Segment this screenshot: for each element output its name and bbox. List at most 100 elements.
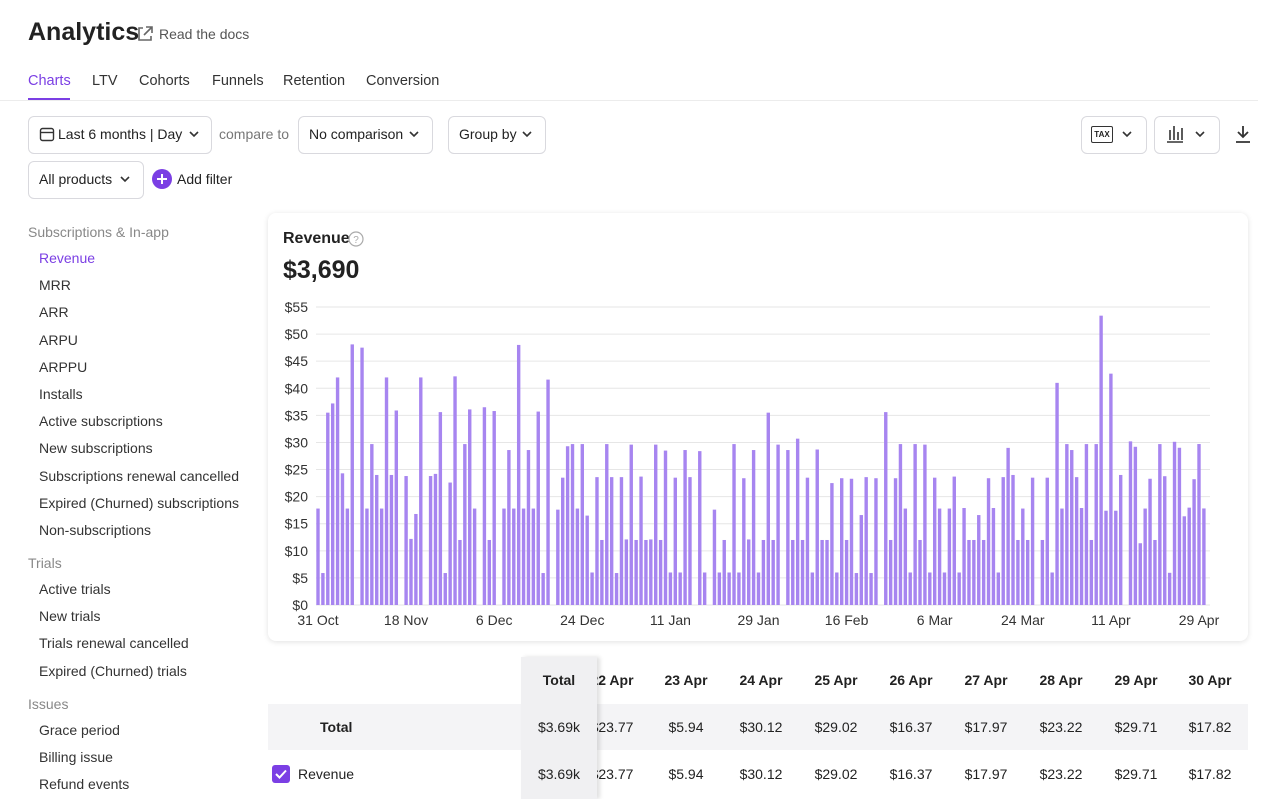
sidebar-item[interactable]: New trials [39,608,101,625]
table-cell: $17.82 [1188,719,1232,735]
y-tick-label: $45 [285,353,309,369]
checkbox[interactable] [272,765,290,783]
bar [453,376,457,605]
bar [717,572,722,605]
column-header: 26 Apr [889,672,933,688]
chart-type-button[interactable] [1154,116,1220,154]
group-by-button[interactable] [448,116,546,154]
x-tick-label: 6 Mar [917,612,953,628]
bar [463,444,467,605]
bar [1163,476,1167,605]
column-header: 23 Apr [664,672,708,688]
bar [1182,516,1187,605]
date-range-button[interactable] [28,116,212,154]
bar [712,509,717,605]
sidebar-item[interactable]: Subscriptions renewal cancelled [39,467,239,484]
sidebar-item[interactable]: Active subscriptions [39,413,163,430]
sidebar-item[interactable]: Refund events [39,776,130,793]
sidebar-item[interactable]: Expired (Churned) trials [39,662,187,679]
bar [502,508,506,605]
bar [747,539,751,605]
bar [844,539,849,605]
bar [428,476,433,605]
table-cell: $29.71 [1114,766,1158,782]
tab[interactable]: LTV [92,73,118,89]
sidebar-item[interactable]: Revenue [39,250,96,266]
bar [1025,539,1030,605]
bar [947,508,952,605]
bar [859,515,863,605]
bar [849,478,854,605]
sidebar-item[interactable]: Expired (Churned) subscriptions [39,494,239,511]
help-icon: ? [348,231,364,247]
plus-icon[interactable] [151,168,173,190]
bar [443,573,447,605]
tax-button[interactable] [1081,116,1147,154]
add-filter[interactable]: Add filter [177,171,233,187]
sidebar-item[interactable]: Billing issue [39,749,113,766]
x-tick-label: 29 Apr [1179,612,1220,628]
bar [830,483,834,605]
column-header: 22 Apr [590,672,634,688]
bar [546,379,550,605]
bar [414,513,418,605]
bar [326,412,330,605]
bar [1104,510,1108,605]
comparison-button[interactable] [298,116,433,154]
bar [698,451,702,605]
bar [756,572,761,605]
bar [624,539,629,605]
bar [409,538,413,605]
bar [683,450,687,605]
bar [1192,479,1196,605]
page-title: Analytics [28,18,140,46]
column-header: Total [542,672,576,688]
tab[interactable]: Retention [283,73,346,89]
sidebar-item[interactable]: Grace period [39,722,120,738]
sidebar-item[interactable]: New subscriptions [39,440,153,457]
table-cell: $16.37 [889,719,933,735]
x-tick-label: 16 Feb [825,612,869,628]
bar [600,539,604,605]
bar [942,572,947,605]
bar [996,572,1001,605]
y-tick-label: $10 [285,543,309,559]
sidebar-item[interactable]: ARPU [39,331,78,348]
sidebar-item[interactable]: Non-subscriptions [39,522,152,538]
table-cell: $23.22 [1039,719,1083,735]
bar [605,444,609,605]
tab[interactable]: Conversion [366,73,440,89]
svg-text:?: ? [353,235,359,246]
download-icon[interactable] [1233,124,1253,144]
bar [629,444,633,605]
sidebar-item[interactable]: Active trials [39,581,111,597]
tax-icon: TAX [1091,126,1113,143]
bar [360,347,364,605]
y-tick-label: $30 [285,434,309,450]
bar [1006,447,1010,605]
sidebar-item[interactable]: Trials renewal cancelled [39,635,189,652]
bar [1167,572,1172,605]
bar [1099,315,1103,605]
bar [668,572,673,605]
sidebar-item[interactable]: ARPPU [39,358,88,375]
bar [394,410,399,605]
sidebar-item[interactable]: MRR [39,277,71,294]
bar [805,477,810,605]
bar [379,508,384,605]
y-tick-label: $5 [292,570,308,586]
docs-link[interactable]: Read the docs [159,26,250,42]
bar [512,508,516,605]
bar [854,573,859,605]
divider [0,100,1258,101]
sidebar-item[interactable]: ARR [39,304,69,321]
tab[interactable]: Charts [28,73,71,89]
sidebar-item[interactable]: Installs [39,386,83,402]
tab[interactable]: Funnels [212,73,264,89]
bar [928,572,932,605]
bar [580,444,584,605]
bar [835,572,839,605]
bar [658,539,663,605]
tab[interactable]: Cohorts [139,73,190,89]
